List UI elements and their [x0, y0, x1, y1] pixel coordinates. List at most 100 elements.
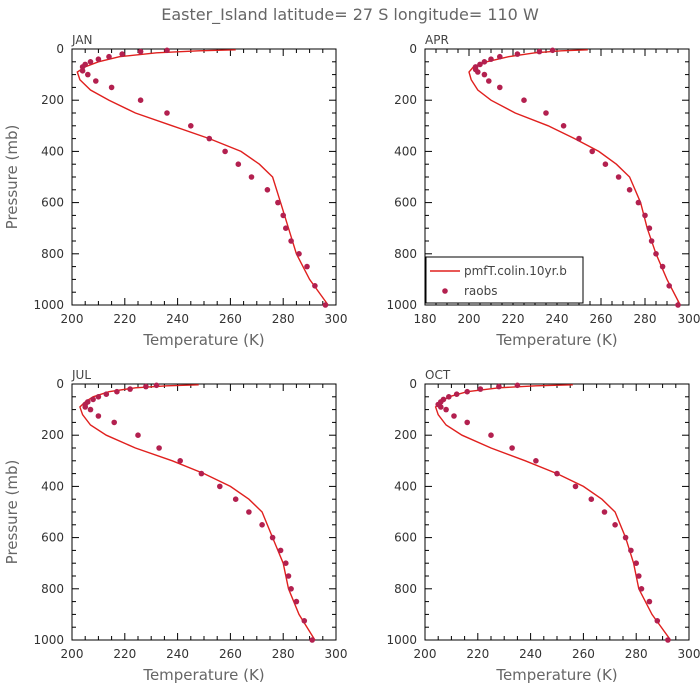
raobs-point — [622, 534, 629, 541]
raobs-point — [246, 509, 252, 515]
raobs-point — [496, 383, 502, 390]
x-tick-label: 240 — [519, 647, 542, 661]
y-tick-label: 200 — [41, 428, 64, 442]
x-tick-label: 220 — [113, 647, 136, 661]
y-tick-label: 600 — [394, 531, 417, 545]
raobs-point — [638, 586, 645, 592]
raobs-point — [438, 404, 444, 410]
raobs-point — [93, 78, 99, 84]
raobs-point — [576, 135, 582, 142]
y-tick-label: 600 — [41, 196, 64, 210]
raobs-point — [588, 496, 595, 503]
panel-label: APR — [425, 33, 449, 47]
raobs-point — [453, 391, 460, 398]
raobs-point — [79, 64, 86, 70]
raobs-point — [119, 51, 125, 57]
raobs-point — [106, 53, 112, 60]
raobs-point — [659, 263, 666, 270]
raobs-point — [536, 48, 543, 55]
raobs-point — [514, 382, 521, 389]
x-axis-label: Temperature (K) — [495, 666, 617, 684]
raobs-point — [296, 251, 302, 257]
x-tick-label: 240 — [166, 312, 189, 326]
x-tick-label: 300 — [325, 312, 348, 326]
legend-label-obs: raobs — [464, 284, 498, 298]
raobs-point — [464, 388, 471, 395]
raobs-point — [322, 302, 329, 308]
raobs-point — [82, 404, 88, 410]
raobs-point — [628, 547, 634, 554]
raobs-point — [283, 560, 289, 566]
raobs-point — [615, 174, 622, 180]
raobs-point — [198, 470, 205, 477]
raobs-point — [232, 496, 239, 503]
raobs-point — [135, 432, 141, 439]
raobs-point — [90, 396, 96, 403]
raobs-point — [543, 110, 549, 116]
raobs-point — [111, 419, 117, 426]
x-tick-label: 240 — [166, 647, 189, 661]
y-tick-label: 200 — [41, 93, 64, 107]
raobs-point — [451, 413, 457, 419]
raobs-point — [642, 212, 648, 219]
raobs-point — [108, 84, 115, 91]
raobs-point — [602, 161, 609, 167]
x-tick-label: 300 — [678, 647, 700, 661]
x-tick-label: 220 — [113, 312, 136, 326]
y-tick-label: 1000 — [386, 298, 417, 312]
raobs-point — [280, 212, 287, 219]
raobs-point — [653, 251, 659, 257]
raobs-point — [521, 97, 527, 103]
raobs-point — [589, 148, 595, 155]
y-tick-label: 800 — [394, 247, 417, 261]
raobs-point — [648, 238, 655, 244]
raobs-point — [222, 148, 228, 155]
y-tick-label: 0 — [409, 42, 417, 56]
raobs-point — [497, 53, 503, 60]
raobs-point — [275, 199, 281, 206]
figure-title: Easter_Island latitude= 27 S longitude= … — [161, 5, 539, 25]
x-tick-label: 280 — [634, 312, 657, 326]
x-axis-label: Temperature (K) — [142, 666, 264, 684]
y-tick-label: 0 — [409, 377, 417, 391]
raobs-point — [666, 283, 672, 289]
raobs-point — [206, 135, 213, 142]
raobs-point — [481, 59, 488, 65]
raobs-point — [137, 48, 144, 55]
raobs-point — [635, 199, 642, 206]
panel-jan: 200 220 240 260 280 300 0 200 400 600 800 1000 Tempe… — [3, 33, 347, 349]
x-tick-label: 220 — [466, 647, 489, 661]
raobs-point — [156, 445, 162, 451]
raobs-point — [554, 470, 560, 477]
x-axis-label: Temperature (K) — [495, 331, 617, 349]
panel-label: OCT — [425, 368, 451, 382]
raobs-point — [514, 51, 521, 57]
raobs-point — [646, 598, 653, 605]
y-tick-label: 800 — [41, 582, 64, 596]
x-tick-label: 300 — [678, 312, 700, 326]
y-tick-label: 800 — [41, 247, 64, 261]
raobs-point — [633, 560, 639, 566]
panel-jul: 200 220 240 260 280 300 0 200 400 600 800 1000 Tempe… — [3, 368, 347, 684]
raobs-point — [475, 69, 481, 75]
panel-oct: 200 220 240 260 280 300 0 200 400 600 800 1000 Tempe… — [386, 368, 700, 684]
raobs-point — [549, 47, 556, 54]
raobs-point — [103, 391, 110, 398]
raobs-point — [477, 61, 483, 68]
raobs-point — [248, 174, 255, 180]
panel-apr: 180 200 220 240 260 280 300 0 200 400 600 800 1000 Te… — [386, 33, 700, 349]
y-tick-label: 600 — [394, 196, 417, 210]
x-tick-label: 180 — [414, 312, 437, 326]
raobs-point — [636, 573, 642, 579]
y-tick-label: 800 — [394, 582, 417, 596]
raobs-point — [560, 123, 567, 129]
panel-label: JAN — [71, 33, 93, 47]
model-profile-line — [76, 49, 329, 306]
y-tick-label: 400 — [41, 479, 64, 493]
y-tick-label: 1000 — [386, 633, 417, 647]
raobs-point — [309, 637, 316, 643]
raobs-point — [497, 84, 503, 91]
raobs-point — [127, 386, 133, 392]
x-tick-label: 240 — [546, 312, 569, 326]
